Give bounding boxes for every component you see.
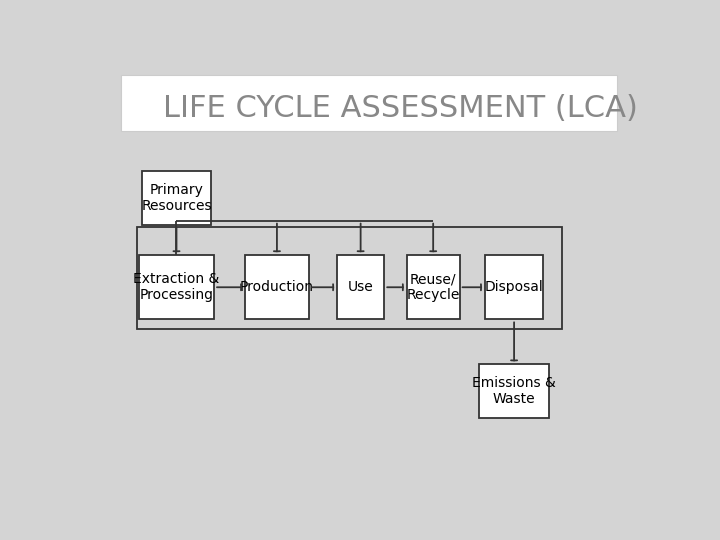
FancyBboxPatch shape: [485, 255, 544, 320]
FancyBboxPatch shape: [407, 255, 459, 320]
Text: Extraction &
Processing: Extraction & Processing: [133, 272, 220, 302]
Text: Emissions &
Waste: Emissions & Waste: [472, 376, 556, 406]
Text: Reuse/
Recycle: Reuse/ Recycle: [407, 272, 460, 302]
Text: Production: Production: [240, 280, 314, 294]
Text: Disposal: Disposal: [485, 280, 544, 294]
FancyBboxPatch shape: [138, 227, 562, 329]
FancyBboxPatch shape: [142, 171, 212, 225]
FancyBboxPatch shape: [337, 255, 384, 320]
FancyBboxPatch shape: [480, 364, 549, 418]
FancyBboxPatch shape: [121, 75, 617, 131]
Text: Use: Use: [348, 280, 374, 294]
Text: Primary
Resources: Primary Resources: [141, 183, 212, 213]
FancyBboxPatch shape: [245, 255, 309, 320]
FancyBboxPatch shape: [139, 255, 214, 320]
Text: LIFE CYCLE ASSESSMENT (LCA): LIFE CYCLE ASSESSMENT (LCA): [163, 94, 637, 123]
